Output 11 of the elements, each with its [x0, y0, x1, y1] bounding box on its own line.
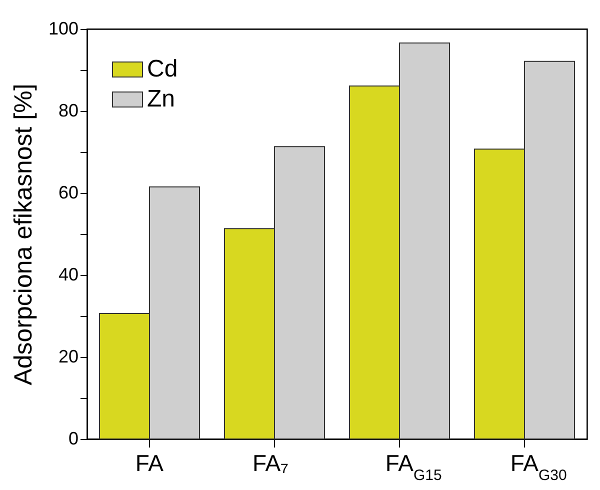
y-tick-label: 100 [48, 18, 78, 38]
y-tick-label: 20 [58, 346, 78, 366]
y-tick-label: 0 [68, 428, 78, 448]
y-axis-title: Adsorpciona efikasnost [%] [9, 84, 38, 386]
y-tick-label: 40 [58, 264, 78, 284]
y-tick-label: 60 [58, 182, 78, 202]
legend-label: Cd [147, 56, 178, 82]
y-tick-label: 80 [58, 100, 78, 120]
legend-label: Zn [147, 86, 176, 112]
x-tick-label: FA [135, 450, 164, 476]
x-tick-label: FA₇ [252, 450, 289, 476]
